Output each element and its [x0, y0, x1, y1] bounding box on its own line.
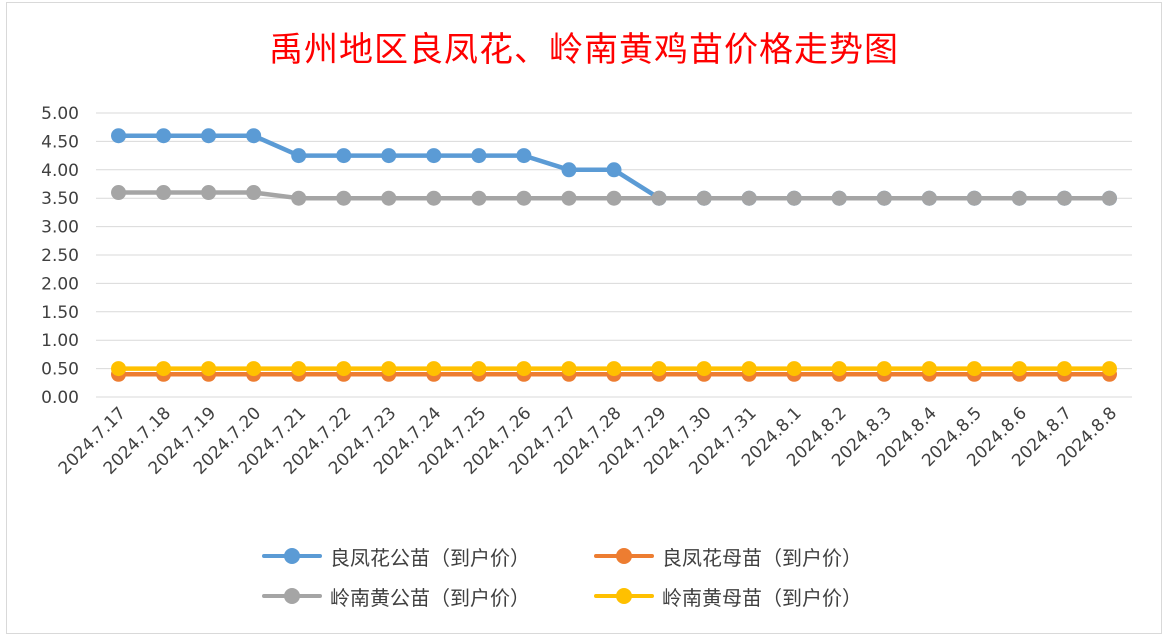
- legend-dot-2: [616, 548, 632, 564]
- data-point: [561, 190, 577, 206]
- data-point: [651, 190, 667, 206]
- data-point: [246, 185, 262, 201]
- data-point: [561, 361, 577, 377]
- y-tick-label: 3.00: [41, 218, 79, 238]
- y-tick-label: 2.50: [41, 246, 79, 266]
- data-point: [786, 190, 802, 206]
- y-tick-label: 5.00: [41, 104, 79, 124]
- legend-dot-1: [284, 548, 300, 564]
- data-point: [1101, 190, 1117, 206]
- series-layer: [111, 128, 1117, 382]
- data-point: [741, 361, 757, 377]
- data-point: [921, 190, 937, 206]
- data-point: [516, 148, 532, 164]
- data-point: [696, 190, 712, 206]
- data-point: [516, 190, 532, 206]
- data-point: [111, 361, 127, 377]
- series-4: [111, 361, 1117, 377]
- y-tick-label: 4.50: [41, 132, 79, 152]
- data-point: [1056, 361, 1072, 377]
- legend-label-3: 岭南黄公苗（到户价）: [330, 585, 530, 610]
- data-point: [1011, 190, 1027, 206]
- data-point: [471, 361, 487, 377]
- data-point: [606, 162, 622, 178]
- data-point: [201, 361, 217, 377]
- data-point: [471, 148, 487, 164]
- data-point: [246, 128, 262, 144]
- data-point: [561, 162, 577, 178]
- legend-swatch-2: [594, 548, 654, 564]
- data-point: [651, 361, 667, 377]
- data-point: [876, 361, 892, 377]
- series-3: [111, 185, 1117, 206]
- data-point: [201, 128, 217, 144]
- y-tick-label: 3.50: [41, 189, 79, 209]
- legend-swatch-3: [262, 588, 322, 604]
- y-tick-label: 4.00: [41, 161, 79, 181]
- data-point: [606, 190, 622, 206]
- data-point: [1011, 361, 1027, 377]
- data-point: [1056, 190, 1072, 206]
- y-tick-label: 1.00: [41, 331, 79, 351]
- data-point: [966, 190, 982, 206]
- data-point: [111, 185, 127, 201]
- data-point: [606, 361, 622, 377]
- data-point: [336, 190, 352, 206]
- data-point: [156, 361, 172, 377]
- data-point: [246, 361, 262, 377]
- data-point: [831, 190, 847, 206]
- data-point: [291, 148, 307, 164]
- data-point: [921, 361, 937, 377]
- data-point: [111, 128, 127, 144]
- data-point: [426, 148, 442, 164]
- data-point: [831, 361, 847, 377]
- data-point: [156, 128, 172, 144]
- y-tick-label: 0.00: [41, 388, 79, 408]
- gridlines: [96, 112, 1132, 398]
- legend-item-2: 良凤花母苗（到户价）: [594, 538, 862, 574]
- data-point: [291, 190, 307, 206]
- data-point: [876, 190, 892, 206]
- data-point: [741, 190, 757, 206]
- legend-item-4: 岭南黄母苗（到户价）: [594, 578, 862, 614]
- data-point: [336, 361, 352, 377]
- data-point: [381, 190, 397, 206]
- legend-label-4: 岭南黄母苗（到户价）: [662, 585, 862, 610]
- data-point: [426, 361, 442, 377]
- data-point: [516, 361, 532, 377]
- y-axis-ticks: 0.00 0.50 1.00 1.50 2.00 2.50 3.00 3.50 4.00 4.50…: [41, 104, 79, 408]
- data-point: [786, 361, 802, 377]
- chart-title: 禹州地区良凤花、岭南黄鸡苗价格走势图: [269, 30, 899, 70]
- data-point: [201, 185, 217, 201]
- data-point: [336, 148, 352, 164]
- legend-item-3: 岭南黄公苗（到户价）: [262, 578, 530, 614]
- data-point: [426, 190, 442, 206]
- data-point: [156, 185, 172, 201]
- data-point: [471, 190, 487, 206]
- data-point: [1101, 361, 1117, 377]
- data-point: [966, 361, 982, 377]
- x-axis-ticks: 2024.7.172024.7.182024.7.192024.7.202024…: [55, 403, 1121, 478]
- legend-swatch-4: [594, 588, 654, 604]
- legend-item-1: 良凤花公苗（到户价）: [262, 538, 530, 574]
- data-point: [291, 361, 307, 377]
- legend-label-1: 良凤花公苗（到户价）: [330, 545, 530, 570]
- data-point: [381, 361, 397, 377]
- data-point: [381, 148, 397, 164]
- y-tick-label: 1.50: [41, 303, 79, 323]
- legend-dot-3: [284, 588, 300, 604]
- data-point: [696, 361, 712, 377]
- y-tick-label: 0.50: [41, 360, 79, 380]
- y-tick-label: 2.00: [41, 274, 79, 294]
- legend-label-2: 良凤花母苗（到户价）: [662, 545, 862, 570]
- chart-frame: [6, 2, 1162, 634]
- legend-dot-4: [616, 588, 632, 604]
- legend-swatch-1: [262, 548, 322, 564]
